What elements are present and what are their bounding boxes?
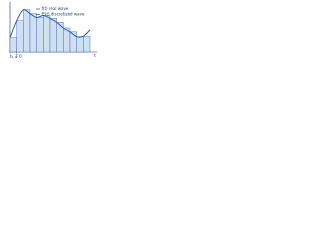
step-bar — [9, 37, 17, 53]
x-tick-label: T — [14, 54, 18, 59]
step-bar — [49, 18, 57, 53]
legend-label: f*(t) discretized wave — [42, 12, 85, 17]
step-bar — [29, 13, 37, 53]
step-bar — [36, 17, 44, 53]
x-axis-label: t — [94, 53, 96, 58]
page: {"chart_data":{"type":"line","x_label":"… — [0, 0, 320, 61]
real-wave — [9, 9, 91, 38]
step-bar — [83, 35, 91, 53]
legend-label: f(t) real wave — [42, 6, 69, 11]
x-tick-label: t₀ = 0 — [10, 54, 22, 59]
step-bar — [23, 9, 31, 53]
step-bar — [76, 36, 84, 53]
step-bar — [16, 20, 24, 53]
step-bar — [43, 15, 51, 53]
